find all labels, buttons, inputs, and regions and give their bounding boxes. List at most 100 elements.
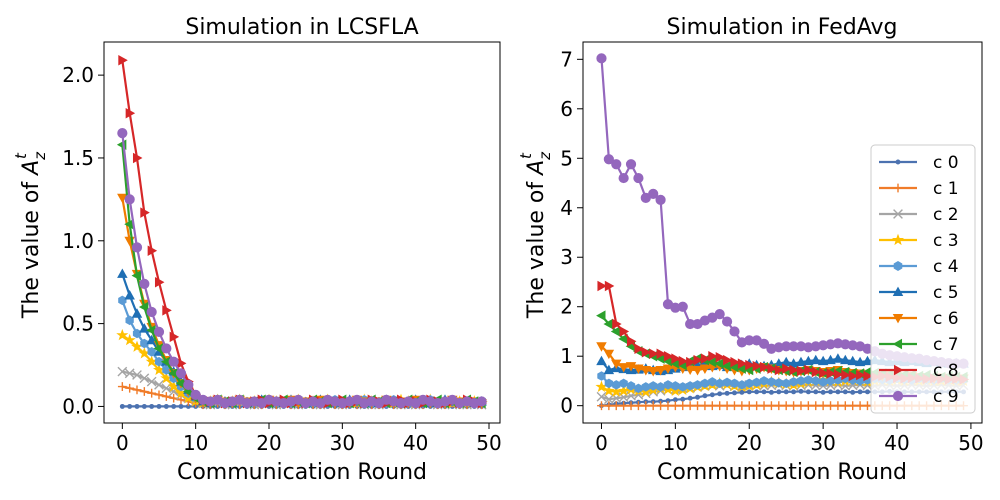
plot-area-lcsfla: 0 10 20 30 40 50 0.0 0.5 1.0 1.5 2.0 xyxy=(62,41,502,455)
legend-item: c 2 xyxy=(879,205,959,225)
data-point xyxy=(759,376,769,386)
data-point xyxy=(183,379,194,390)
data-point xyxy=(647,367,659,377)
legend-label: c 2 xyxy=(933,205,959,225)
data-point xyxy=(692,366,703,376)
data-point xyxy=(678,355,689,367)
x-tick-label: 10 xyxy=(183,431,208,455)
legend-label: c 6 xyxy=(933,309,959,329)
data-point xyxy=(854,356,866,367)
data-point xyxy=(746,389,752,395)
data-point xyxy=(612,380,621,390)
data-point xyxy=(619,378,628,389)
y-tick-label: 2.0 xyxy=(62,63,94,87)
chart-fedavg: Simulation in FedAvg Communication Round… xyxy=(517,15,984,485)
data-point xyxy=(156,403,162,409)
data-point xyxy=(169,331,180,343)
data-point xyxy=(611,159,622,170)
legend-marker xyxy=(892,286,904,297)
legend-marker xyxy=(892,313,904,324)
legend-label: c 3 xyxy=(933,231,959,251)
x-tick-label: 0 xyxy=(116,431,129,455)
data-point xyxy=(617,384,630,397)
svg-text:The value of Azt: The value of Azt xyxy=(12,151,49,319)
data-point xyxy=(833,369,844,380)
data-point xyxy=(774,364,785,376)
data-point xyxy=(700,353,711,364)
data-point xyxy=(596,342,607,352)
svg-text:Communication Round: Communication Round xyxy=(177,460,427,485)
data-point xyxy=(618,363,629,373)
legend-item: c 5 xyxy=(879,283,959,303)
data-point xyxy=(677,301,688,312)
data-point xyxy=(707,401,717,411)
data-point xyxy=(619,401,629,411)
data-point xyxy=(154,390,164,400)
data-point xyxy=(715,401,725,411)
data-point xyxy=(702,393,708,399)
data-point xyxy=(758,338,770,349)
data-point xyxy=(147,245,158,256)
data-point xyxy=(840,354,851,365)
data-point xyxy=(132,328,142,339)
data-point xyxy=(656,382,665,392)
data-point xyxy=(774,378,783,388)
y-tick-label: 5 xyxy=(560,146,573,170)
x-tick-label: 0 xyxy=(595,431,608,455)
data-point xyxy=(685,401,695,411)
data-point xyxy=(641,401,651,411)
data-point xyxy=(146,376,157,387)
data-point xyxy=(672,397,678,403)
y-tick-label: 1.5 xyxy=(62,146,94,170)
legend-item: c 0 xyxy=(879,153,959,173)
data-point xyxy=(760,361,770,373)
data-point xyxy=(154,356,164,367)
data-point xyxy=(125,107,136,119)
data-point xyxy=(178,403,184,409)
data-point xyxy=(699,364,711,375)
data-point xyxy=(805,389,811,395)
data-point xyxy=(826,401,835,411)
data-point xyxy=(596,310,606,321)
data-point xyxy=(745,378,754,389)
data-point xyxy=(847,355,858,366)
data-point xyxy=(863,370,873,382)
data-point xyxy=(819,377,828,387)
data-point xyxy=(789,377,798,387)
data-point xyxy=(149,403,155,409)
data-point xyxy=(678,382,687,392)
data-point xyxy=(618,172,629,184)
data-point xyxy=(596,391,607,402)
y-tick-label: 0.0 xyxy=(62,394,94,418)
data-point xyxy=(744,401,754,411)
legend-marker xyxy=(891,233,905,246)
data-point xyxy=(833,401,843,411)
data-point xyxy=(604,378,613,389)
legend-item: c 1 xyxy=(879,179,959,199)
data-point xyxy=(626,381,636,391)
data-point xyxy=(131,270,142,281)
data-point xyxy=(686,381,695,391)
data-point xyxy=(125,383,135,393)
data-point xyxy=(116,328,129,341)
data-point xyxy=(722,377,732,388)
legend-label: c 1 xyxy=(933,179,959,199)
chart-title: Simulation in LCSFLA xyxy=(185,15,418,40)
data-point xyxy=(818,401,828,411)
data-point xyxy=(693,354,703,366)
data-point xyxy=(693,401,702,411)
data-point xyxy=(730,356,740,368)
legend-label: c 4 xyxy=(933,257,959,277)
chart-lcsfla: Simulation in LCSFLA Communication Round… xyxy=(12,15,502,485)
data-point xyxy=(826,376,835,386)
data-point xyxy=(603,349,615,360)
y-tick-label: 4 xyxy=(560,196,573,220)
axes-frame xyxy=(582,41,983,424)
data-point xyxy=(768,389,774,395)
x-tick-label: 30 xyxy=(330,431,355,455)
data-point xyxy=(810,354,821,365)
data-point xyxy=(693,380,702,390)
data-point xyxy=(634,383,643,394)
data-point xyxy=(131,242,143,253)
